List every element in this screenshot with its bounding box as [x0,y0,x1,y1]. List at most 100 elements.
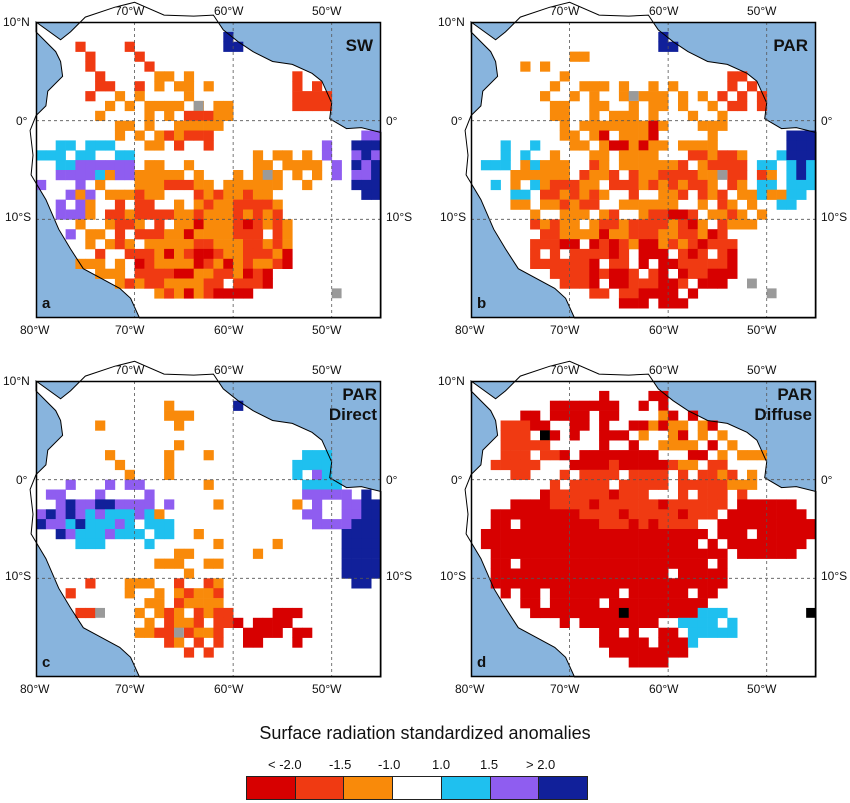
anomaly-cell [134,509,145,520]
anomaly-cell [203,288,214,299]
anomaly-cell [65,140,76,151]
anomaly-cell [668,578,679,589]
anomaly-cell [717,209,728,220]
anomaly-cell [569,278,580,289]
anomaly-cell [569,239,580,250]
anomaly-cell [579,199,590,210]
missing-cell [193,100,204,111]
anomaly-cell [302,459,313,471]
anomaly-cell [302,450,313,461]
anomaly-cell [766,509,777,520]
anomaly-cell [223,248,234,260]
anomaly-cell [95,499,106,510]
anomaly-cell [164,499,175,510]
anomaly-cell [678,617,689,628]
anomaly-cell [609,140,620,151]
anomaly-cell [599,160,610,171]
anomaly-cell [213,120,224,131]
anomaly-cell [638,430,649,441]
anomaly-cell [174,248,185,260]
anomaly-cell [599,489,610,500]
anomaly-cell [549,558,561,569]
anomaly-cell [569,51,580,62]
anomaly-cell [579,248,590,260]
anomaly-cell [540,578,551,589]
anomaly-cell [510,450,521,461]
anomaly-cell [628,538,639,550]
anomaly-cell [154,288,165,299]
anomaly-cell [510,548,521,559]
anomaly-cell [648,248,659,260]
anomaly-cell [154,529,165,540]
anomaly-cell [490,548,501,559]
anomaly-cell [579,588,590,599]
anomaly-cell [559,160,570,171]
anomaly-cell [75,219,86,230]
anomaly-cell [658,548,669,559]
map-frame [35,380,382,678]
anomaly-cell [105,268,116,279]
anomaly-cell [75,199,86,210]
anomaly-cell [144,489,155,500]
tick-label-right: 10°S [821,210,848,224]
anomaly-cell [756,529,768,540]
anomaly-cell [628,529,639,540]
anomaly-cell [658,179,669,191]
anomaly-cell [658,410,669,421]
anomaly-cell [530,529,541,540]
anomaly-cell [668,509,679,520]
anomaly-cell [371,509,382,520]
tick-label-bottom: 80°W [455,323,485,337]
anomaly-cell [510,179,521,191]
anomaly-cell [540,189,551,200]
tick-label-top: 60°W [649,363,679,377]
anomaly-cell [559,199,570,210]
anomaly-cell [321,91,333,102]
anomaly-cell [648,450,659,461]
tick-label-top: 50°W [747,363,777,377]
anomaly-cell [589,100,600,112]
anomaly-cell [658,91,669,102]
anomaly-cell [678,258,689,269]
anomaly-cell [599,627,610,638]
anomaly-cell [648,390,659,402]
tick-label-top: 50°W [312,363,342,377]
anomaly-cell [371,519,382,530]
anomaly-cell [618,519,630,530]
anomaly-cell [687,538,699,550]
anomaly-cell [776,509,787,520]
anomaly-cell [95,179,106,191]
anomaly-cell [233,278,244,289]
anomaly-cell [144,258,155,269]
anomaly-cell [95,529,106,540]
anomaly-cell [331,489,342,500]
anomaly-cell [697,278,708,289]
panel-title-line: SW [345,36,373,55]
anomaly-cell [707,130,718,141]
anomaly-cell [124,160,135,171]
anomaly-cell [678,170,689,181]
anomaly-cell [687,598,699,609]
anomaly-cell [105,529,116,540]
anomaly-cell [766,179,777,191]
anomaly-cell [668,588,679,599]
anomaly-cell [272,258,283,269]
anomaly-cell [105,519,116,530]
anomaly-cell [678,568,689,579]
anomaly-cell [589,548,600,559]
panel-title-line: PAR [777,385,812,404]
anomaly-cell [618,268,630,279]
anomaly-cell [559,278,570,289]
anomaly-cell [638,499,649,510]
anomaly-cell [599,558,610,569]
anomaly-cell [707,120,718,131]
anomaly-cell [628,120,639,131]
anomaly-cell [351,509,362,520]
anomaly-cell [638,229,649,240]
anomaly-cell [697,529,708,540]
anomaly-cell [589,529,600,540]
anomaly-cell [95,248,106,260]
anomaly-cell [540,199,551,210]
anomaly-cell [371,160,382,171]
anomaly-cell [737,509,748,520]
